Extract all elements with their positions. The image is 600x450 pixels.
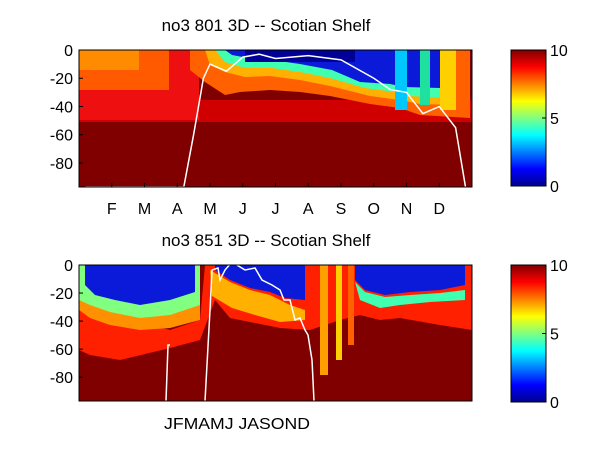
- heatmap-plot-2: 0 -20 -40 -60 -80 JFMAMJ JASOND: [50, 258, 473, 433]
- y-axis-ticks: 0 -20 -40 -60 -80: [50, 258, 83, 387]
- x-tick-label: S: [336, 201, 347, 218]
- colorbar-tick-label: 0: [550, 395, 559, 412]
- colorbar-tick-label: 5: [550, 111, 559, 128]
- y-tick-label: 0: [64, 258, 73, 275]
- colorbar-1: 0 5 10: [510, 43, 568, 196]
- heatmap-plot-1: 0 -20 -40 -60 -80 F M A M J J A S O N D: [50, 43, 473, 218]
- autumn-column-2: [336, 265, 342, 360]
- nitrate-transition-autumn: [355, 282, 465, 308]
- y-tick-label: -40: [50, 314, 73, 331]
- x-tick-label: M: [203, 201, 216, 218]
- autumn-column-1: [395, 50, 407, 110]
- colorbar-gradient: [510, 264, 547, 403]
- y-tick-label: -20: [50, 286, 73, 303]
- colorbar-tick-label: 10: [550, 258, 568, 275]
- colorbar-2: 0 5 10: [510, 258, 568, 412]
- autumn-column-3: [440, 50, 456, 110]
- nitrate-depleted-autumn: [355, 265, 465, 295]
- colorbar-ticks: 0 5 10: [542, 43, 568, 196]
- x-tick-label: N: [401, 201, 413, 218]
- colorbar-tick-label: 10: [550, 43, 568, 60]
- y-tick-label: -40: [50, 99, 73, 116]
- x-tick-label: JFMAMJ JASOND: [164, 416, 310, 433]
- y-tick-label: -80: [50, 370, 73, 387]
- colorbar-ticks: 0 5 10: [542, 258, 568, 412]
- surface-layer-winter-shallow: [79, 50, 139, 70]
- x-tick-label: A: [303, 201, 314, 218]
- x-tick-label: J: [239, 201, 247, 218]
- colorbar-gradient: [510, 49, 547, 187]
- y-tick-label: 0: [64, 43, 73, 60]
- autumn-column-1: [320, 265, 328, 375]
- nitrate-gradient-summer: [210, 270, 305, 322]
- autumn-column-2: [420, 50, 430, 105]
- y-tick-label: -60: [50, 128, 73, 145]
- y-tick-label: -60: [50, 342, 73, 359]
- y-tick-label: -80: [50, 156, 73, 173]
- x-tick-label: M: [138, 201, 151, 218]
- chart-title: no3 851 3D -- Scotian Shelf: [162, 231, 371, 250]
- nitrate-depleted-region: [85, 265, 195, 305]
- autumn-column-3: [348, 265, 354, 345]
- x-tick-label: F: [107, 201, 117, 218]
- x-tick-label: A: [172, 201, 183, 218]
- colorbar-tick-label: 0: [550, 179, 559, 196]
- mixed-layer-depth-line: [85, 53, 467, 187]
- x-tick-label: O: [368, 201, 380, 218]
- y-axis-ticks: 0 -20 -40 -60 -80: [50, 43, 83, 173]
- colorbar-tick-label: 5: [550, 327, 559, 344]
- nitrate-depleted-summer: [215, 265, 305, 300]
- x-tick-label: J: [272, 201, 280, 218]
- plot-frame: [78, 264, 473, 402]
- x-tick-label: D: [433, 201, 445, 218]
- mixed-layer-depth-line: [165, 265, 315, 401]
- y-tick-label: -20: [50, 71, 73, 88]
- chart-title: no3 801 3D -- Scotian Shelf: [162, 16, 371, 35]
